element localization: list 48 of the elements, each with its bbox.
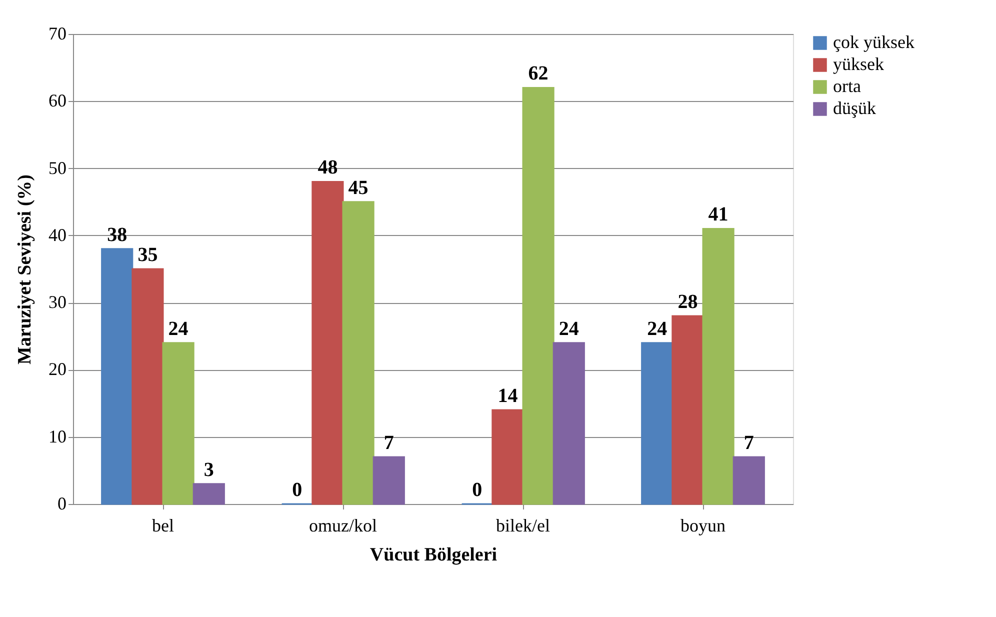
data-label: 3 bbox=[204, 458, 214, 481]
y-tick-label: 30 bbox=[48, 292, 66, 312]
x-tick-label: boyun bbox=[680, 516, 726, 536]
x-tick-label: bilek/el bbox=[496, 516, 550, 536]
y-tick-label: 40 bbox=[48, 224, 66, 245]
bar bbox=[372, 456, 405, 505]
x-tick-label: omuz/kol bbox=[309, 516, 377, 536]
legend-label: yüksek bbox=[833, 54, 884, 74]
data-label: 38 bbox=[107, 224, 128, 246]
data-label: 62 bbox=[528, 62, 548, 85]
bar bbox=[101, 248, 134, 505]
data-label: 41 bbox=[708, 204, 728, 226]
legend-label: çok yüksek bbox=[833, 32, 914, 52]
bar bbox=[732, 456, 765, 505]
y-tick-label: 50 bbox=[48, 158, 66, 178]
data-label: 14 bbox=[498, 385, 518, 407]
data-label: 28 bbox=[678, 291, 698, 313]
bar bbox=[162, 342, 194, 505]
y-tick-label: 70 bbox=[48, 24, 66, 44]
bar bbox=[192, 483, 225, 505]
bar bbox=[132, 268, 164, 505]
y-tick-label: 0 bbox=[58, 494, 66, 514]
data-label: 45 bbox=[348, 176, 368, 199]
y-tick-label: 60 bbox=[48, 90, 66, 111]
data-label: 7 bbox=[384, 432, 394, 454]
bar bbox=[552, 342, 585, 505]
legend-label: düşük bbox=[833, 98, 876, 118]
bar bbox=[342, 201, 374, 505]
bar bbox=[672, 315, 704, 505]
x-axis-title: Vücut Bölgeleri bbox=[370, 544, 498, 566]
y-tick-label: 20 bbox=[48, 359, 66, 380]
y-tick-label: 10 bbox=[48, 426, 66, 446]
data-label: 24 bbox=[558, 318, 579, 340]
data-label: 24 bbox=[647, 318, 668, 340]
bar bbox=[702, 228, 734, 505]
data-label: 7 bbox=[744, 432, 754, 454]
legend-label: orta bbox=[833, 76, 861, 96]
data-label: 48 bbox=[318, 156, 338, 179]
y-axis-title: Maruziyet Seviyesi (%) bbox=[14, 174, 36, 364]
bar bbox=[312, 180, 344, 505]
bar bbox=[641, 342, 674, 505]
data-label: 35 bbox=[138, 244, 158, 266]
bar bbox=[492, 409, 524, 505]
data-label: 0 bbox=[472, 479, 482, 501]
data-label: 24 bbox=[168, 318, 188, 340]
x-tick-label: bel bbox=[152, 516, 174, 536]
bar bbox=[522, 86, 554, 505]
data-label: 0 bbox=[292, 479, 302, 501]
